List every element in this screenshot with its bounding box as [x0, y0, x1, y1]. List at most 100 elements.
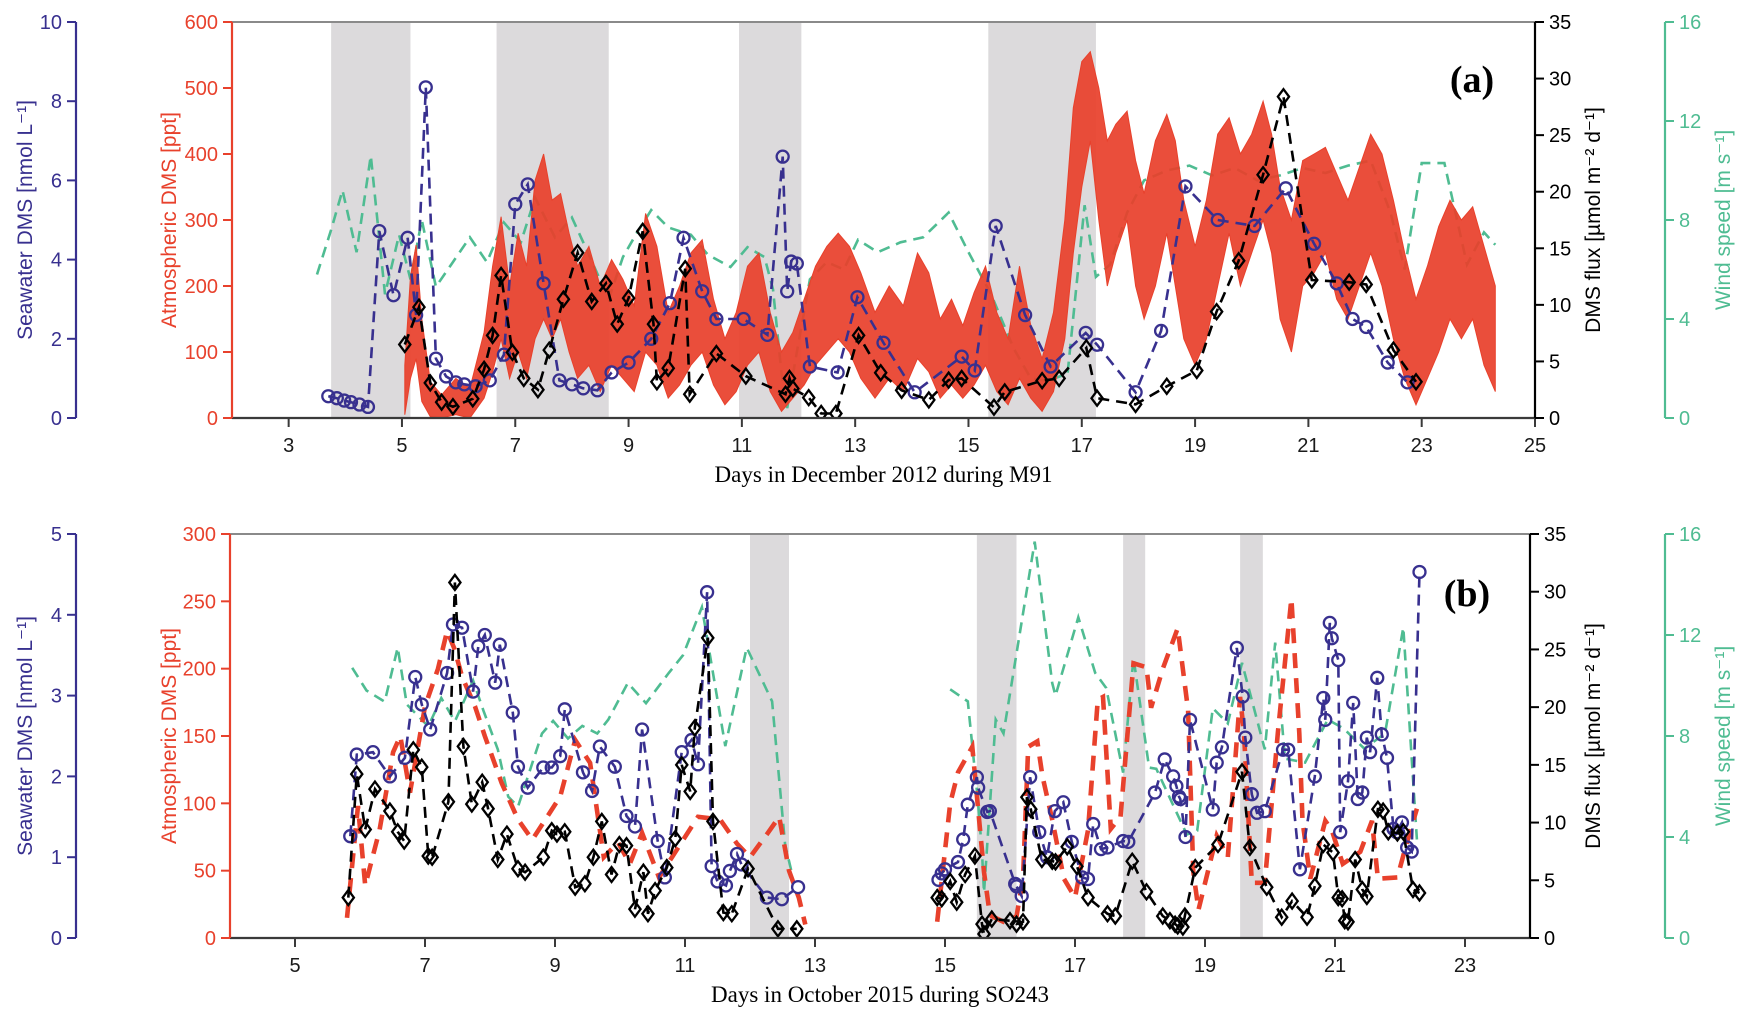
circle-marker	[423, 722, 438, 737]
flux-tick-label: 0	[1544, 928, 1555, 950]
diamond-marker	[406, 740, 421, 760]
circle-marker	[428, 351, 444, 366]
diamond-marker	[367, 779, 382, 799]
circle-marker	[337, 393, 352, 408]
circle-marker	[1249, 805, 1265, 820]
circle-marker	[1281, 742, 1296, 757]
circle-marker	[1331, 652, 1346, 668]
diamond-marker	[789, 919, 804, 939]
circle-marker	[1359, 730, 1374, 745]
flux-tick-label: 30	[1544, 582, 1566, 604]
atmospheric-tick-label: 200	[185, 276, 218, 298]
wind-tick-label: 12	[1679, 625, 1701, 647]
circle-marker	[1157, 752, 1172, 767]
circle-marker	[790, 879, 806, 895]
x-tick-label: 21	[1297, 435, 1319, 457]
diamond-marker	[494, 266, 509, 285]
circle-marker	[1173, 791, 1188, 807]
diamond-marker	[481, 799, 496, 819]
circle-marker	[907, 385, 922, 400]
circle-marker	[1086, 816, 1101, 832]
diamond-marker	[1009, 914, 1024, 934]
circle-marker	[1370, 670, 1385, 685]
diamond-marker	[1376, 801, 1391, 821]
circle-marker	[468, 379, 483, 394]
circle-marker	[1121, 834, 1136, 849]
flux-axis-title: DMS flux [µmol m⁻² d⁻¹]	[1582, 623, 1605, 849]
circle-marker	[830, 365, 845, 380]
circle-marker	[520, 780, 535, 795]
circle-marker	[718, 878, 734, 893]
circle-marker	[627, 819, 643, 834]
diamond-marker	[1023, 799, 1038, 819]
circle-marker	[1322, 615, 1337, 631]
diamond-marker	[414, 757, 429, 777]
seawater-axis-title: Seawater DMS [nmol L⁻¹]	[14, 100, 37, 340]
circle-marker	[1089, 337, 1105, 352]
diamond-marker	[1235, 762, 1250, 782]
wind-tick-label: 12	[1679, 111, 1701, 133]
wind-axis-title: Wind speed [m s⁻¹]	[1712, 130, 1735, 310]
circle-marker	[607, 759, 622, 774]
diamond-marker	[594, 811, 609, 831]
x-axis-title: Days in October 2015 during SO243	[711, 982, 1049, 1007]
diamond-marker	[445, 397, 460, 417]
diamond-marker	[619, 836, 634, 856]
diamond-marker	[636, 862, 651, 882]
x-tick-label: 23	[1454, 955, 1476, 977]
flux-tick-label: 25	[1549, 125, 1571, 147]
circle-marker	[360, 399, 376, 415]
circle-marker	[759, 890, 775, 905]
diamond-marker	[1069, 857, 1084, 876]
circle-marker	[386, 288, 401, 303]
diamond-marker	[668, 829, 683, 849]
diamond-marker	[421, 846, 436, 866]
diamond-marker	[1210, 835, 1226, 854]
circle-marker	[1147, 785, 1163, 800]
circle-marker	[400, 230, 415, 245]
circle-marker	[695, 284, 710, 299]
circle-marker	[950, 854, 966, 870]
seawater-tick-label: 1	[51, 847, 62, 869]
seawater-tick-label: 0	[51, 408, 62, 430]
circle-marker	[343, 829, 358, 844]
atmospheric-tick-label: 300	[185, 210, 218, 232]
circle-marker	[1333, 825, 1348, 840]
diamond-marker	[646, 314, 661, 334]
flux-tick-label: 15	[1544, 755, 1566, 777]
x-tick-label: 25	[1524, 435, 1546, 457]
atmospheric-tick-label: 0	[207, 408, 218, 430]
series-layer	[341, 541, 1427, 939]
circle-marker	[644, 331, 659, 346]
seawater-tick-label: 8	[51, 91, 62, 113]
circle-marker	[1075, 870, 1090, 885]
diamond-marker	[682, 384, 697, 404]
diamond-marker	[1019, 787, 1034, 807]
diamond-marker	[1274, 907, 1289, 927]
circle-marker	[1080, 871, 1096, 887]
circle-marker	[789, 256, 804, 271]
flux-tick-label: 15	[1549, 238, 1571, 260]
circle-marker	[372, 223, 387, 239]
circle-marker	[1178, 179, 1193, 194]
diamond-marker	[1139, 882, 1154, 902]
diamond-marker	[954, 368, 969, 388]
circle-marker	[1257, 803, 1272, 819]
seawater-tick-label: 5	[51, 524, 62, 546]
x-tick-label: 21	[1324, 955, 1346, 977]
diamond-marker	[921, 390, 936, 410]
diamond-marker	[627, 899, 642, 919]
flux-tick-label: 20	[1549, 182, 1571, 204]
circle-marker	[1275, 742, 1291, 757]
x-axis-title: Days in December 2012 during M91	[715, 462, 1053, 487]
wind-tick-label: 8	[1679, 210, 1690, 232]
atmospheric-tick-label: 100	[185, 342, 218, 364]
seawater-axis-title: Seawater DMS [nmol L⁻¹]	[14, 616, 37, 856]
circle-marker	[937, 862, 953, 877]
diamond-marker	[411, 297, 426, 317]
circle-marker	[454, 620, 470, 635]
circle-marker	[1093, 841, 1109, 857]
circle-marker	[619, 808, 634, 824]
atmospheric-tick-label: 100	[183, 793, 216, 815]
